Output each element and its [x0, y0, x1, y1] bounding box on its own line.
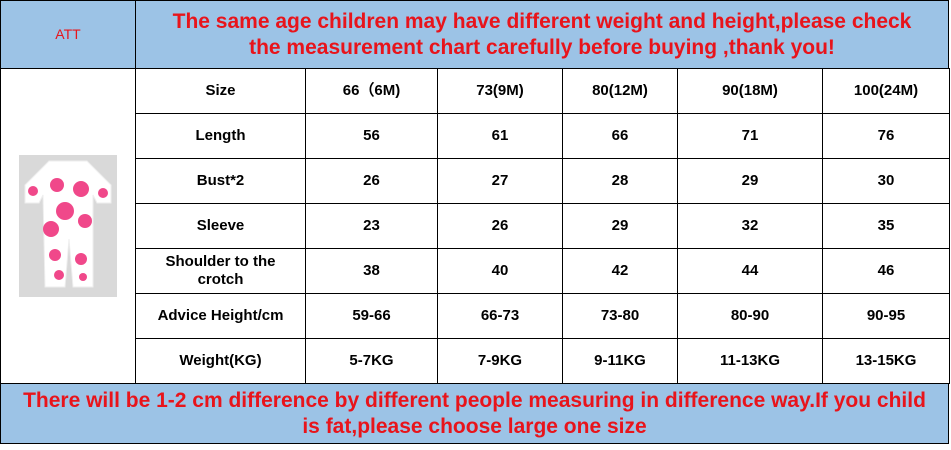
table-cell: 11-13KG: [677, 338, 823, 384]
table-cell: 30: [822, 158, 950, 204]
footer-note: There will be 1-2 cm difference by diffe…: [0, 383, 949, 444]
table-cell: 46: [822, 248, 950, 294]
header-note: The same age children may have different…: [135, 0, 949, 69]
table-cell: 29: [562, 203, 678, 249]
row-label: Length: [135, 113, 306, 159]
table-cell: 5-7KG: [305, 338, 438, 384]
att-label: ATT: [0, 0, 136, 69]
table-cell: 66（6M): [305, 68, 438, 114]
row-label: Shoulder to the crotch: [135, 248, 306, 294]
table-cell: 27: [437, 158, 563, 204]
table-cell: 66-73: [437, 293, 563, 339]
table-cell: 26: [305, 158, 438, 204]
table-cell: 73-80: [562, 293, 678, 339]
table-cell: 80-90: [677, 293, 823, 339]
row-label: Advice Height/cm: [135, 293, 306, 339]
table-cell: 7-9KG: [437, 338, 563, 384]
table-cell: 23: [305, 203, 438, 249]
table-cell: 13-15KG: [822, 338, 950, 384]
product-image-cell: [0, 68, 136, 384]
table-cell: 100(24M): [822, 68, 950, 114]
row-label: Weight(KG): [135, 338, 306, 384]
table-cell: 59-66: [305, 293, 438, 339]
row-label: Bust*2: [135, 158, 306, 204]
row-label: Size: [135, 68, 306, 114]
table-cell: 90(18M): [677, 68, 823, 114]
table-cell: 42: [562, 248, 678, 294]
table-cell: 28: [562, 158, 678, 204]
table-cell: 29: [677, 158, 823, 204]
row-label: Sleeve: [135, 203, 306, 249]
romper-image: [19, 155, 117, 297]
table-cell: 9-11KG: [562, 338, 678, 384]
table-cell: 71: [677, 113, 823, 159]
table-cell: 66: [562, 113, 678, 159]
table-cell: 40: [437, 248, 563, 294]
table-cell: 73(9M): [437, 68, 563, 114]
table-cell: 32: [677, 203, 823, 249]
table-cell: 38: [305, 248, 438, 294]
table-cell: 76: [822, 113, 950, 159]
table-cell: 61: [437, 113, 563, 159]
table-cell: 44: [677, 248, 823, 294]
table-cell: 26: [437, 203, 563, 249]
table-cell: 56: [305, 113, 438, 159]
table-cell: 80(12M): [562, 68, 678, 114]
table-cell: 35: [822, 203, 950, 249]
table-cell: 90-95: [822, 293, 950, 339]
